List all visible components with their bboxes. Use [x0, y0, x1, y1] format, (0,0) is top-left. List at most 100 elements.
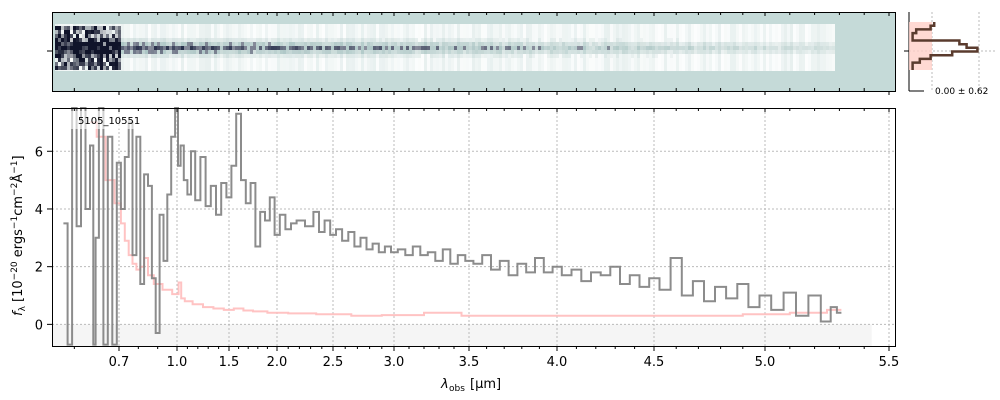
image-pixel: [832, 46, 835, 50]
image-pixel: [118, 34, 121, 38]
image-pixel: [112, 26, 115, 30]
image-pixel: [607, 42, 610, 46]
image-pixel: [244, 50, 247, 54]
image-column: [442, 24, 445, 71]
image-pixel: [502, 54, 505, 58]
image-pixel: [400, 50, 403, 54]
image-pixel: [166, 54, 169, 58]
image-pixel: [67, 54, 70, 58]
image-pixel: [175, 46, 178, 50]
image-pixel: [214, 38, 217, 42]
image-pixel: [382, 46, 385, 50]
image-pixel: [55, 66, 58, 70]
image-pixel: [583, 42, 586, 46]
image-pixel: [685, 42, 688, 46]
image-pixel: [169, 38, 172, 42]
image-pixel: [667, 46, 670, 50]
image-pixel: [421, 38, 424, 42]
image-pixel: [193, 50, 196, 54]
image-pixel: [337, 38, 340, 42]
image-pixel: [82, 50, 85, 54]
image-pixel: [91, 58, 94, 62]
image-pixel: [352, 54, 355, 58]
image-pixel: [472, 54, 475, 58]
image-pixel: [568, 50, 571, 54]
image-pixel: [328, 38, 331, 42]
image-pixel: [562, 54, 565, 58]
image-pixel: [259, 42, 262, 46]
image-pixel: [166, 50, 169, 54]
image-pixel: [406, 46, 409, 50]
image-pixel: [661, 42, 664, 46]
image-pixel: [112, 38, 115, 42]
image-pixel: [679, 50, 682, 54]
image-pixel: [715, 50, 718, 54]
image-pixel: [511, 46, 514, 50]
image-pixel: [58, 46, 61, 50]
image-pixel: [235, 38, 238, 42]
image-pixel: [808, 46, 811, 50]
image-pixel: [343, 38, 346, 42]
image-pixel: [802, 50, 805, 54]
image-pixel: [241, 46, 244, 50]
image-pixel: [127, 50, 130, 54]
image-pixel: [220, 38, 223, 42]
image-pixel: [583, 50, 586, 54]
image-column: [520, 24, 523, 71]
image-pixel: [277, 50, 280, 54]
image-pixel: [100, 58, 103, 62]
image-pixel: [118, 58, 121, 62]
image-pixel: [727, 50, 730, 54]
image-pixel: [109, 54, 112, 58]
image-pixel: [481, 46, 484, 50]
image-pixel: [781, 50, 784, 54]
image-pixel: [502, 46, 505, 50]
image-pixel: [667, 38, 670, 42]
image-pixel: [397, 42, 400, 46]
image-pixel: [97, 50, 100, 54]
image-column: [556, 24, 559, 71]
image-column: [703, 24, 706, 71]
image-pixel: [412, 38, 415, 42]
image-pixel: [820, 46, 823, 50]
image-pixel: [199, 54, 202, 58]
image-pixel: [661, 50, 664, 54]
image-column: [826, 24, 829, 71]
image-pixel: [304, 46, 307, 50]
image-pixel: [547, 46, 550, 50]
image-pixel: [259, 54, 262, 58]
image-pixel: [469, 50, 472, 54]
image-pixel: [238, 50, 241, 54]
image-pixel: [139, 50, 142, 54]
image-pixel: [73, 46, 76, 50]
image-pixel: [85, 46, 88, 50]
image-pixel: [706, 50, 709, 54]
image-pixel: [109, 26, 112, 30]
image-pixel: [340, 54, 343, 58]
image-pixel: [328, 42, 331, 46]
image-column: [739, 24, 742, 71]
image-pixel: [376, 54, 379, 58]
image-pixel: [151, 46, 154, 50]
image-pixel: [361, 50, 364, 54]
image-column: [799, 24, 802, 71]
image-pixel: [742, 46, 745, 50]
image-pixel: [304, 42, 307, 46]
image-pixel: [532, 42, 535, 46]
image-pixel: [172, 46, 175, 50]
spectrum-panel: [52, 107, 895, 346]
image-pixel: [73, 62, 76, 66]
image-pixel: [121, 50, 124, 54]
image-pixel: [307, 46, 310, 50]
image-pixel: [493, 50, 496, 54]
image-pixel: [502, 38, 505, 42]
image-pixel: [364, 38, 367, 42]
image-column: [682, 24, 685, 71]
image-pixel: [208, 50, 211, 54]
image-pixel: [115, 58, 118, 62]
image-pixel: [784, 42, 787, 46]
profile-annotation: 0.00 ± 0.62: [935, 87, 988, 97]
image-pixel: [424, 38, 427, 42]
image-pixel: [55, 26, 58, 30]
image-pixel: [349, 38, 352, 42]
